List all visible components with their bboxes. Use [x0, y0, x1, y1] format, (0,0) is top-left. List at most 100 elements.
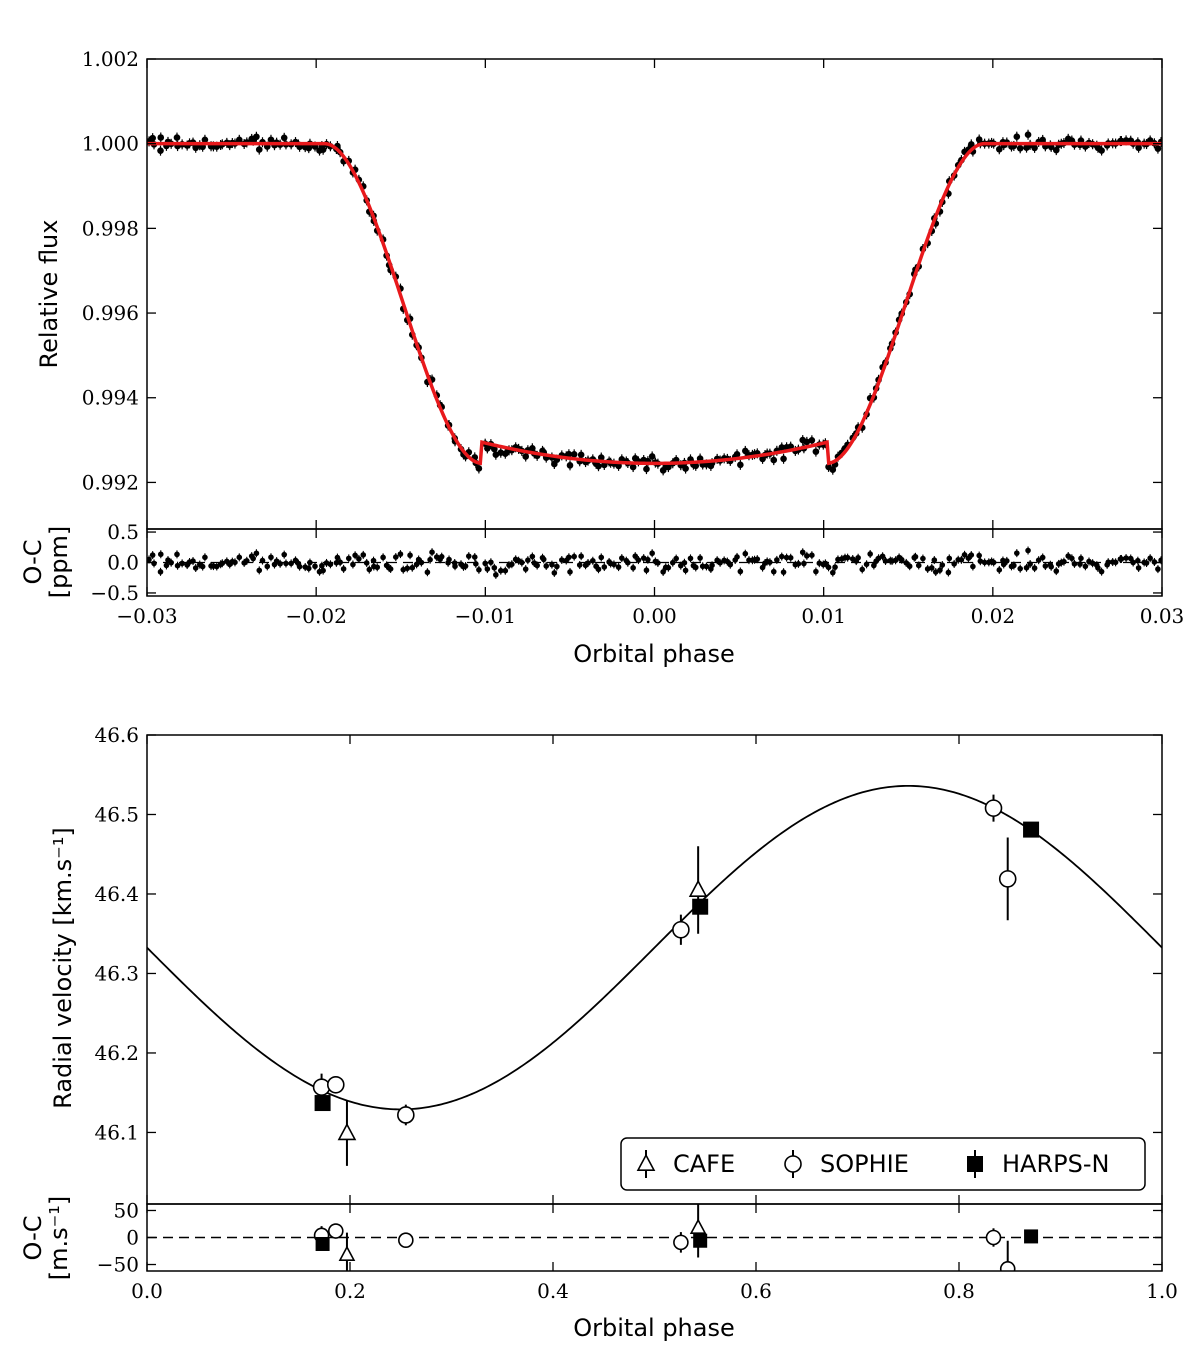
sophie-residual-point: [398, 1232, 414, 1249]
lc-residual-point: [669, 559, 676, 566]
lc-residual-point: [551, 570, 558, 576]
rv-xlabel: Orbital phase: [573, 1314, 735, 1342]
lc-data-point: [737, 461, 744, 469]
lc-residual-point: [1130, 559, 1136, 566]
lc-residual-point: [366, 566, 373, 573]
lc-y-tick-label: 0.992: [82, 470, 139, 494]
lc-residual-point: [855, 554, 861, 561]
lc-residual-point: [340, 566, 347, 572]
sophie-point: [397, 1106, 415, 1124]
lc-residual-x-tick-label: −0.01: [455, 604, 516, 628]
lc-residual-point: [360, 552, 367, 558]
lc-data-point: [780, 455, 787, 463]
cafe-residual-point: [338, 1245, 356, 1261]
legend-sophie-marker: [784, 1155, 802, 1173]
lc-residual-point: [1053, 568, 1060, 574]
lc-residual-point: [643, 567, 650, 574]
rv-chart: 46.1 46.2 46.3 46.4 46.5 46.6 Radial velocity…: [19, 723, 1178, 1342]
lc-residual-point: [462, 563, 469, 569]
lc-residual-point: [1123, 555, 1129, 561]
lc-ylabel: Relative flux: [35, 220, 63, 369]
lc-residual-point: [1071, 561, 1078, 567]
lc-residual-point: [1031, 565, 1038, 571]
lc-residual-point: [312, 563, 318, 570]
lc-residual-point: [493, 572, 499, 578]
lc-residual-x-ticks: −0.03 −0.02 −0.01 0.00 0.01 0.02 0.03: [116, 529, 1184, 628]
lc-residual-point: [665, 564, 672, 571]
lc-residual-point: [920, 555, 926, 562]
lc-residual-point: [529, 553, 536, 560]
lc-residual-point: [174, 562, 181, 569]
lc-residual-point: [832, 564, 838, 570]
lc-residual-point: [912, 553, 919, 560]
harps-n-residual-point: [693, 1233, 708, 1248]
lc-residual-point: [598, 554, 605, 561]
lc-data-point: [733, 451, 741, 458]
lc-residual-point: [576, 562, 583, 568]
lc-residual-point: [190, 558, 196, 564]
lc-residual-point: [697, 555, 703, 561]
lc-residual-point: [1158, 557, 1162, 564]
legend-harps-n-label: HARPS-N: [1002, 1150, 1109, 1178]
lc-data-point: [1039, 136, 1047, 144]
lc-residual-point: [787, 554, 794, 561]
lc-residual-point: [937, 567, 943, 573]
cafe-residual-point: [689, 1218, 707, 1234]
sophie-residual-point: [327, 1223, 344, 1239]
lc-residual-point: [630, 565, 636, 571]
lc-residual-point: [649, 550, 655, 557]
lc-residual-point: [534, 562, 540, 569]
lc-data-point: [778, 444, 786, 451]
lc-residual-point: [350, 561, 356, 568]
lc-residual-point: [795, 561, 802, 567]
lc-residual-point: [1155, 566, 1161, 572]
rv-y-tick-label: 46.4: [94, 882, 139, 906]
lc-residual-x-tick-label: 0.00: [632, 604, 677, 628]
lc-data-point: [741, 447, 749, 455]
harps-n-residual-point: [1024, 1229, 1039, 1244]
lc-residual-point: [558, 557, 565, 563]
lc-residual-point: [149, 552, 156, 558]
lc-residual-point: [409, 564, 416, 571]
lc-residual-point: [540, 556, 547, 563]
lc-residual-point: [687, 555, 694, 562]
lc-data-point: [565, 450, 573, 458]
lc-residual-point: [635, 557, 642, 563]
legend-cafe-marker: [636, 1153, 656, 1171]
rv-ylabel: Radial velocity [km.s⁻¹]: [49, 827, 77, 1109]
lc-residual-x-tick-label: −0.03: [116, 604, 177, 628]
lc-residual-point: [1098, 568, 1105, 575]
lc-residual-point: [759, 564, 766, 571]
lc-residual-point: [491, 564, 498, 571]
lc-residual-point: [509, 561, 515, 568]
lc-residual-point: [655, 560, 661, 566]
lc-residual-point: [961, 552, 968, 558]
sophie-point: [312, 1078, 331, 1096]
harps-n-residual-point: [315, 1236, 330, 1251]
lc-residual-point: [867, 551, 873, 557]
lc-residual-point: [571, 553, 577, 560]
rv-residual-x-tick-label: 0.6: [740, 1279, 772, 1303]
lc-residual-point: [397, 551, 404, 557]
lc-residual-point: [236, 554, 243, 561]
lc-data-point: [319, 146, 327, 154]
lc-data-point: [1052, 146, 1060, 154]
lc-residual-point: [174, 551, 180, 558]
legend-harps-n-marker: [967, 1156, 983, 1172]
lc-data-point: [475, 465, 483, 472]
lc-residual-y-ticks: 0.5 0.0 −0.5: [90, 520, 1162, 605]
lc-data-point: [692, 462, 700, 470]
lc-residual-point: [1069, 555, 1075, 562]
lc-residual-point: [296, 563, 303, 570]
lc-data-point: [492, 451, 500, 459]
rv-residual-ylabel-line2: [m.s⁻¹]: [45, 1196, 73, 1281]
lc-residual-point: [525, 557, 531, 563]
lc-residual-point: [319, 562, 325, 569]
rv-plot-frame: [146, 734, 1163, 1205]
lc-residual-x-tick-label: 0.01: [801, 604, 846, 628]
rv-model-curve: [147, 784, 1162, 1111]
lc-residual-point: [590, 557, 596, 564]
lc-residual-point: [754, 556, 761, 562]
lc-residual-point: [809, 552, 815, 558]
lc-residual-point: [770, 568, 777, 575]
